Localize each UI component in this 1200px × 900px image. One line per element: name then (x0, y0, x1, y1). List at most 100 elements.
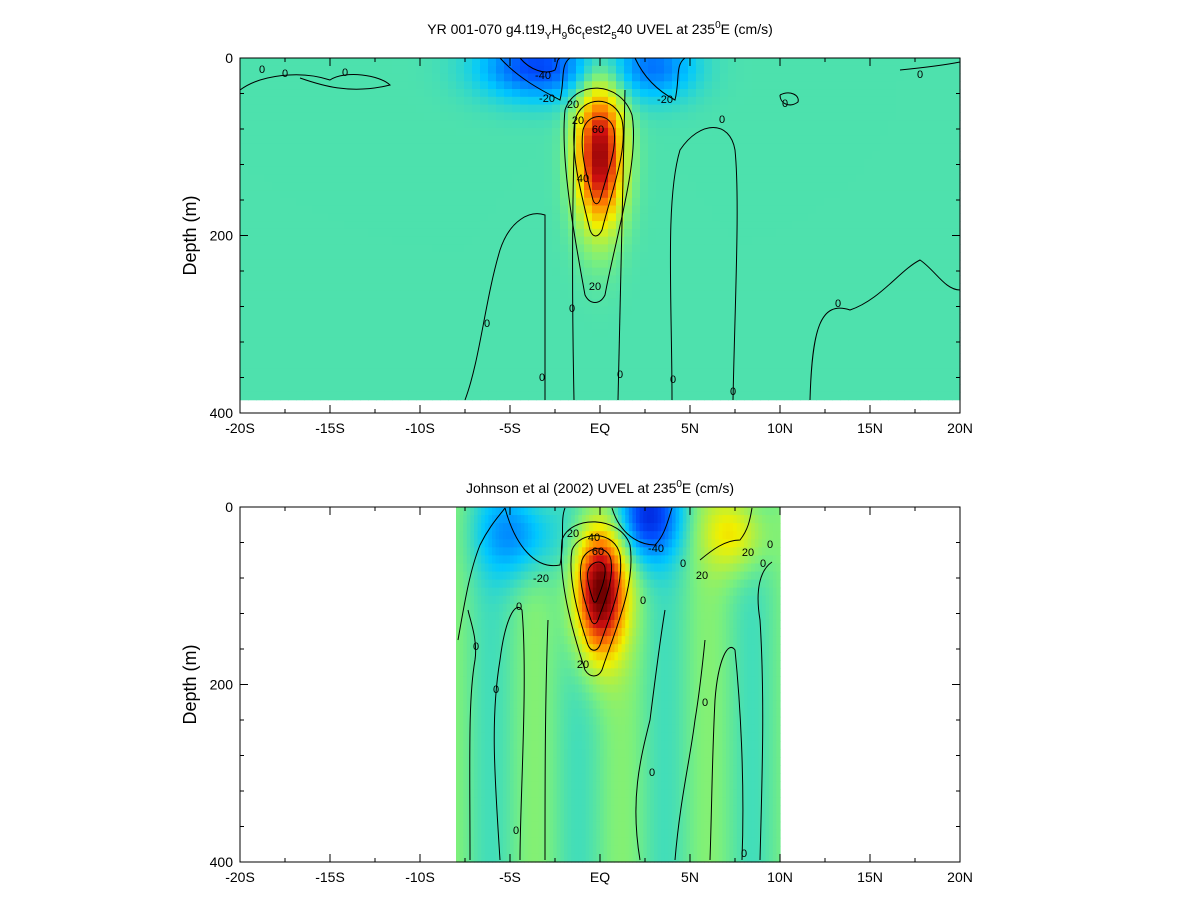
field-cell (744, 174, 753, 183)
field-cell (816, 322, 825, 331)
field-cell (424, 182, 433, 191)
field-cell (736, 283, 745, 292)
field-cell (728, 244, 737, 253)
field-cell (499, 539, 504, 548)
field-cell (693, 523, 698, 532)
field-cell (528, 58, 537, 67)
field-cell (754, 555, 759, 565)
field-cell (596, 563, 601, 573)
field-cell (800, 58, 809, 67)
field-cell (592, 127, 601, 137)
field-cell (864, 391, 873, 401)
field-cell (584, 322, 593, 331)
field-cell (624, 244, 633, 253)
field-cell (928, 221, 937, 230)
field-cell (304, 182, 313, 191)
field-cell (472, 221, 481, 230)
field-cell (432, 151, 441, 160)
field-cell (712, 259, 721, 269)
field-cell (304, 158, 313, 168)
field-cell (680, 252, 689, 261)
field-cell (488, 563, 493, 573)
field-cell (880, 120, 889, 129)
field-cell (816, 221, 825, 230)
field-cell (344, 158, 353, 168)
field-cell (360, 213, 369, 222)
field-cell (672, 190, 681, 199)
field-cell (872, 345, 881, 354)
field-cell (328, 322, 337, 331)
field-cell (492, 547, 497, 557)
field-cell (384, 322, 393, 331)
field-cell (776, 135, 785, 145)
field-cell (480, 158, 489, 168)
field-cell (824, 96, 833, 106)
field-cell (440, 259, 449, 269)
field-cell (582, 531, 587, 540)
field-cell (712, 360, 721, 370)
field-cell (682, 539, 687, 548)
field-cell (272, 182, 281, 191)
field-cell (528, 65, 537, 75)
field-cell (696, 384, 705, 393)
field-cell (344, 174, 353, 183)
field-cell (528, 197, 537, 207)
field-cell (288, 259, 297, 269)
field-cell (792, 244, 801, 253)
field-cell (536, 337, 545, 346)
field-cell (472, 135, 481, 145)
field-cell (608, 376, 617, 385)
field-cell (304, 384, 313, 393)
field-cell (584, 73, 593, 82)
field-cell (928, 151, 937, 160)
field-cell (688, 65, 697, 75)
field-cell (888, 376, 897, 385)
field-cell (574, 507, 579, 516)
field-cell (640, 58, 649, 67)
contour-neg20-line (499, 57, 571, 101)
field-cell (400, 213, 409, 222)
field-cell (578, 547, 583, 557)
field-cell (792, 329, 801, 339)
field-cell (608, 345, 617, 354)
field-cell (344, 197, 353, 207)
field-cell (240, 151, 249, 160)
field-cell (760, 135, 769, 145)
field-cell (664, 252, 673, 261)
field-cell (636, 507, 641, 516)
field-cell (320, 283, 329, 292)
field-cell (751, 555, 756, 565)
field-cell (592, 104, 601, 113)
field-cell (280, 182, 289, 191)
field-cell (672, 547, 677, 557)
field-cell (784, 267, 793, 277)
field-cell (336, 120, 345, 129)
field-cell (240, 345, 249, 354)
field-cell (765, 531, 770, 540)
field-cell (610, 547, 615, 557)
field-cell (776, 314, 785, 323)
field-cell (352, 329, 361, 339)
field-cell (248, 127, 257, 137)
field-cell (528, 89, 537, 98)
field-cell (640, 151, 649, 160)
field-cell (552, 329, 561, 339)
field-cell (704, 571, 709, 581)
field-cell (272, 190, 281, 199)
field-cell (720, 259, 729, 269)
field-cell (492, 523, 497, 532)
field-cell (416, 267, 425, 277)
field-cell (280, 306, 289, 315)
field-cell (733, 523, 738, 532)
field-cell (560, 244, 569, 253)
chart-title: Johnson et al (2002) UVEL at 2350E (cm/s… (466, 479, 734, 496)
field-cell (424, 205, 433, 214)
field-cell (768, 205, 777, 214)
field-cell (720, 306, 729, 315)
field-cell (272, 275, 281, 284)
field-cell (328, 205, 337, 214)
field-cell (477, 555, 482, 565)
field-cell (552, 81, 561, 90)
field-cell (824, 384, 833, 393)
field-cell (448, 275, 457, 284)
